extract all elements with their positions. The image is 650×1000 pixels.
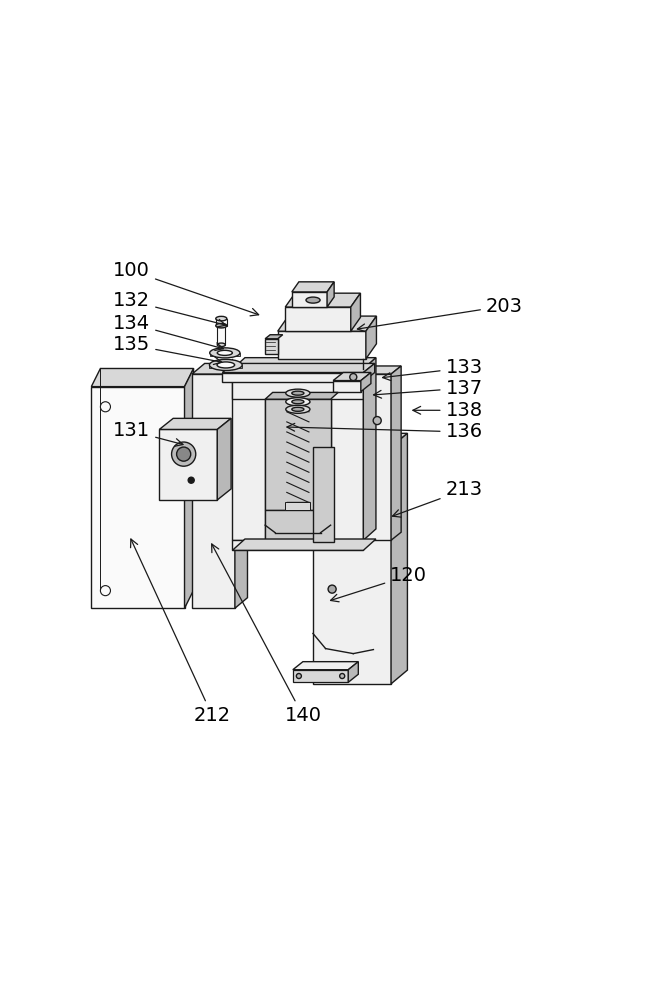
Text: 136: 136 [287,422,483,441]
Polygon shape [333,373,371,381]
Text: 120: 120 [331,566,427,602]
Polygon shape [292,292,327,307]
Polygon shape [91,387,185,608]
Polygon shape [159,418,231,429]
Polygon shape [285,307,351,331]
Polygon shape [313,447,391,684]
Text: 137: 137 [374,379,483,398]
Ellipse shape [306,297,320,303]
Circle shape [100,586,110,596]
Text: 135: 135 [113,335,222,365]
Polygon shape [292,282,334,292]
Polygon shape [363,358,376,540]
Polygon shape [192,363,248,374]
Polygon shape [391,433,408,684]
Polygon shape [351,293,361,331]
Text: 133: 133 [383,358,483,381]
Ellipse shape [292,400,304,404]
Polygon shape [265,392,338,399]
Ellipse shape [216,323,227,328]
Polygon shape [265,339,278,354]
Polygon shape [233,369,265,540]
Polygon shape [363,366,401,374]
Polygon shape [222,373,363,382]
Text: 100: 100 [113,261,259,316]
Text: 132: 132 [113,291,226,327]
Polygon shape [363,374,391,540]
Ellipse shape [217,324,226,327]
Circle shape [373,417,382,425]
Ellipse shape [286,405,310,413]
Polygon shape [217,326,226,345]
Polygon shape [210,353,240,356]
Ellipse shape [217,362,235,368]
Polygon shape [265,510,331,540]
Text: 134: 134 [113,314,224,350]
Circle shape [188,477,194,483]
Text: 213: 213 [393,480,483,517]
Ellipse shape [217,350,233,355]
Polygon shape [192,374,235,608]
Text: 131: 131 [113,421,183,446]
Polygon shape [285,293,361,307]
Polygon shape [313,447,334,542]
Ellipse shape [286,389,310,397]
Polygon shape [235,363,248,608]
Polygon shape [348,662,358,682]
Polygon shape [233,358,376,369]
Polygon shape [265,335,283,339]
Polygon shape [233,539,376,550]
Polygon shape [233,369,363,399]
Circle shape [296,674,302,679]
Circle shape [350,374,357,381]
Polygon shape [222,363,374,373]
Polygon shape [366,316,376,359]
Ellipse shape [210,348,240,358]
Polygon shape [331,369,363,540]
Ellipse shape [172,442,196,466]
Ellipse shape [216,316,227,321]
Polygon shape [216,319,227,326]
Ellipse shape [209,359,242,370]
Polygon shape [278,331,366,359]
Ellipse shape [292,407,304,411]
Polygon shape [265,399,331,510]
Polygon shape [91,368,194,387]
Polygon shape [333,381,361,392]
Polygon shape [185,368,194,608]
Polygon shape [313,433,408,447]
Ellipse shape [292,391,304,395]
Polygon shape [209,365,242,368]
Polygon shape [363,363,374,382]
Text: 203: 203 [358,297,523,332]
Circle shape [340,674,344,679]
Polygon shape [233,540,363,550]
Polygon shape [292,662,358,670]
Circle shape [100,402,110,412]
Polygon shape [391,366,401,540]
Polygon shape [285,502,311,510]
Circle shape [328,585,336,593]
Polygon shape [278,316,376,331]
Text: 138: 138 [413,401,483,420]
Polygon shape [159,429,217,500]
Text: 140: 140 [212,544,321,725]
Polygon shape [327,282,334,307]
Ellipse shape [217,343,226,347]
Ellipse shape [286,398,310,406]
Ellipse shape [177,447,190,461]
Polygon shape [217,418,231,500]
Polygon shape [361,373,371,392]
Polygon shape [292,670,348,682]
Text: 212: 212 [131,539,231,725]
